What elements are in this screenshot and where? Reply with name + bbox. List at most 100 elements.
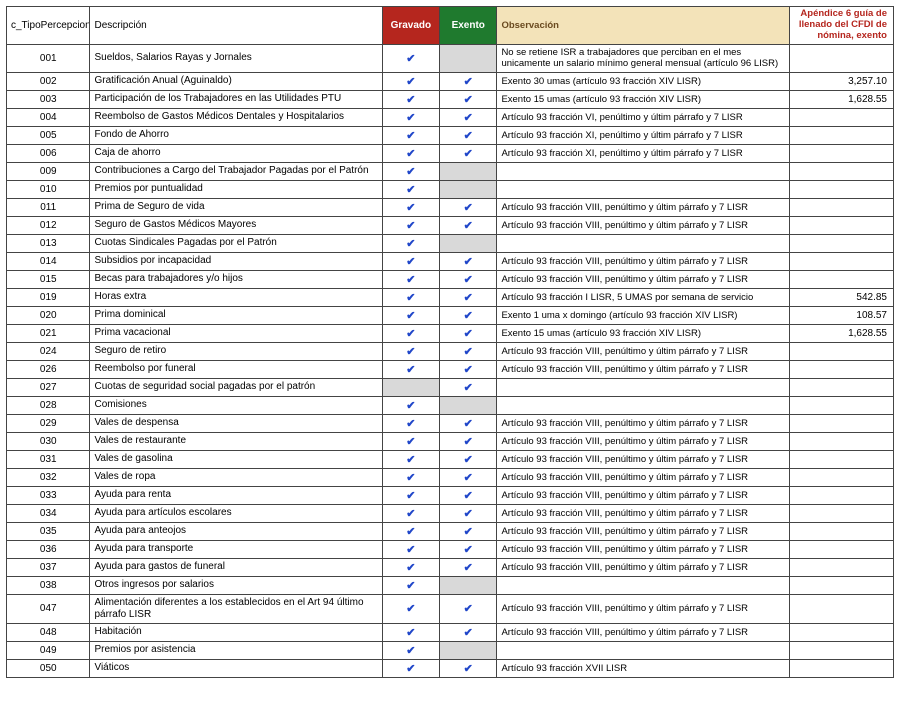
cell-gravado: ✔ bbox=[382, 90, 439, 108]
cell-desc: Caja de ahorro bbox=[90, 144, 382, 162]
cell-gravado: ✔ bbox=[382, 540, 439, 558]
cell-exento: ✔ bbox=[440, 486, 497, 504]
cell-amount bbox=[789, 504, 893, 522]
cell-exento: ✔ bbox=[440, 558, 497, 576]
cell-gravado: ✔ bbox=[382, 414, 439, 432]
cell-exento: ✔ bbox=[440, 504, 497, 522]
cell-desc: Comisiones bbox=[90, 396, 382, 414]
cell-exento: ✔ bbox=[440, 90, 497, 108]
cell-amount bbox=[789, 641, 893, 659]
cell-observacion bbox=[497, 641, 789, 659]
cell-observacion: Artículo 93 fracción VIII, penúltimo y ú… bbox=[497, 623, 789, 641]
check-icon: ✔ bbox=[464, 94, 473, 106]
cell-gravado: ✔ bbox=[382, 108, 439, 126]
table-row: 032Vales de ropa✔✔Artículo 93 fracción V… bbox=[7, 468, 894, 486]
cell-exento: ✔ bbox=[440, 342, 497, 360]
check-icon: ✔ bbox=[464, 112, 473, 124]
cell-gravado: ✔ bbox=[382, 486, 439, 504]
cell-observacion: Artículo 93 fracción VIII, penúltimo y ú… bbox=[497, 252, 789, 270]
check-icon: ✔ bbox=[464, 220, 473, 232]
check-icon: ✔ bbox=[406, 436, 415, 448]
cell-desc: Viáticos bbox=[90, 659, 382, 677]
cell-gravado: ✔ bbox=[382, 504, 439, 522]
cell-amount bbox=[789, 108, 893, 126]
cell-exento: ✔ bbox=[440, 306, 497, 324]
cell-observacion: Exento 15 umas (artículo 93 fracción XIV… bbox=[497, 324, 789, 342]
header-gravado: Gravado bbox=[382, 7, 439, 45]
check-icon: ✔ bbox=[464, 328, 473, 340]
check-icon: ✔ bbox=[406, 166, 415, 178]
check-icon: ✔ bbox=[406, 562, 415, 574]
cell-gravado: ✔ bbox=[382, 216, 439, 234]
table-row: 029Vales de despensa✔✔Artículo 93 fracci… bbox=[7, 414, 894, 432]
cell-gravado: ✔ bbox=[382, 576, 439, 594]
table-row: 035Ayuda para anteojos✔✔Artículo 93 frac… bbox=[7, 522, 894, 540]
cell-gravado: ✔ bbox=[382, 288, 439, 306]
cell-exento: ✔ bbox=[440, 252, 497, 270]
cell-observacion: Artículo 93 fracción VIII, penúltimo y ú… bbox=[497, 216, 789, 234]
cell-desc: Prima vacacional bbox=[90, 324, 382, 342]
cell-gravado: ✔ bbox=[382, 234, 439, 252]
check-icon: ✔ bbox=[406, 310, 415, 322]
cell-desc: Ayuda para anteojos bbox=[90, 522, 382, 540]
cell-amount bbox=[789, 522, 893, 540]
cell-desc: Seguro de Gastos Médicos Mayores bbox=[90, 216, 382, 234]
cell-amount: 108.57 bbox=[789, 306, 893, 324]
cell-code: 021 bbox=[7, 324, 90, 342]
cell-amount bbox=[789, 360, 893, 378]
cell-observacion: Artículo 93 fracción XI, penúltimo y últ… bbox=[497, 144, 789, 162]
cell-exento bbox=[440, 45, 497, 73]
cell-desc: Otros ingresos por salarios bbox=[90, 576, 382, 594]
table-row: 006Caja de ahorro✔✔Artículo 93 fracción … bbox=[7, 144, 894, 162]
cell-exento: ✔ bbox=[440, 288, 497, 306]
cell-amount bbox=[789, 144, 893, 162]
cell-observacion: Artículo 93 fracción VIII, penúltimo y ú… bbox=[497, 522, 789, 540]
header-desc: Descripción bbox=[90, 7, 382, 45]
cell-observacion: Artículo 93 fracción VIII, penúltimo y ú… bbox=[497, 198, 789, 216]
cell-code: 033 bbox=[7, 486, 90, 504]
cell-observacion bbox=[497, 576, 789, 594]
check-icon: ✔ bbox=[406, 663, 415, 675]
cell-desc: Contribuciones a Cargo del Trabajador Pa… bbox=[90, 162, 382, 180]
table-row: 001Sueldos, Salarios Rayas y Jornales✔No… bbox=[7, 45, 894, 73]
cell-code: 034 bbox=[7, 504, 90, 522]
table-row: 019Horas extra✔✔Artículo 93 fracción I L… bbox=[7, 288, 894, 306]
cell-code: 005 bbox=[7, 126, 90, 144]
cell-exento: ✔ bbox=[440, 468, 497, 486]
cell-observacion bbox=[497, 234, 789, 252]
cell-gravado: ✔ bbox=[382, 126, 439, 144]
cell-code: 002 bbox=[7, 72, 90, 90]
table-row: 010Premios por puntualidad✔ bbox=[7, 180, 894, 198]
cell-desc: Premios por puntualidad bbox=[90, 180, 382, 198]
cell-observacion: Artículo 93 fracción VIII, penúltimo y ú… bbox=[497, 270, 789, 288]
check-icon: ✔ bbox=[406, 454, 415, 466]
header-code: c_TipoPercepcion bbox=[7, 7, 90, 45]
table-row: 047Alimentación diferentes a los estable… bbox=[7, 594, 894, 623]
check-icon: ✔ bbox=[464, 544, 473, 556]
check-icon: ✔ bbox=[406, 328, 415, 340]
check-icon: ✔ bbox=[406, 238, 415, 250]
cell-code: 048 bbox=[7, 623, 90, 641]
cell-exento: ✔ bbox=[440, 450, 497, 468]
cell-desc: Ayuda para renta bbox=[90, 486, 382, 504]
check-icon: ✔ bbox=[464, 603, 473, 615]
check-icon: ✔ bbox=[406, 544, 415, 556]
table-header: c_TipoPercepcion Descripción Gravado Exe… bbox=[7, 7, 894, 45]
cell-amount bbox=[789, 594, 893, 623]
check-icon: ✔ bbox=[406, 645, 415, 657]
cell-exento: ✔ bbox=[440, 594, 497, 623]
cell-code: 026 bbox=[7, 360, 90, 378]
cell-code: 030 bbox=[7, 432, 90, 450]
check-icon: ✔ bbox=[406, 346, 415, 358]
check-icon: ✔ bbox=[406, 526, 415, 538]
table-row: 028Comisiones✔ bbox=[7, 396, 894, 414]
cell-gravado: ✔ bbox=[382, 306, 439, 324]
cell-exento bbox=[440, 641, 497, 659]
cell-gravado: ✔ bbox=[382, 522, 439, 540]
cell-gravado: ✔ bbox=[382, 450, 439, 468]
cell-exento: ✔ bbox=[440, 378, 497, 396]
cell-gravado: ✔ bbox=[382, 252, 439, 270]
cell-gravado: ✔ bbox=[382, 641, 439, 659]
check-icon: ✔ bbox=[406, 292, 415, 304]
cell-observacion: Artículo 93 fracción VIII, penúltimo y ú… bbox=[497, 468, 789, 486]
